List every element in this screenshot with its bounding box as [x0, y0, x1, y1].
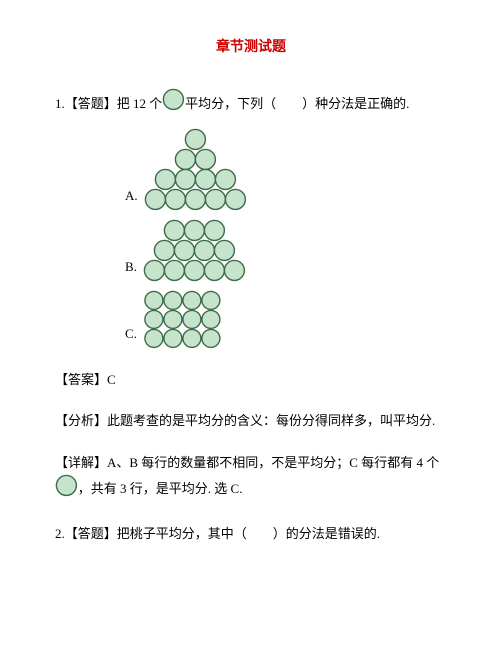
question-1: 1.【答题】把 12 个 平均分，下列（ ）种分法是正确的.	[55, 88, 447, 118]
option-c-row: C.	[125, 290, 447, 350]
option-c-figure	[143, 290, 222, 350]
page-title: 章节测试题	[55, 35, 447, 60]
analysis-line: 【分析】此题考查的是平均分的含义：每份分得同样多，叫平均分.	[55, 409, 447, 432]
q1-prefix: 1.【答题】把 12 个	[55, 92, 162, 115]
option-c-label: C.	[125, 322, 137, 349]
option-a-row: A.	[125, 128, 447, 211]
solve-part2: ，共有 3 行，是平均分. 选 C.	[78, 477, 243, 500]
q1-inline-circle	[162, 88, 185, 118]
question-2: 2.【答题】把桃子平均分，其中（ ）的分法是错误的.	[55, 522, 447, 545]
option-a-label: A.	[125, 184, 138, 211]
solve-inline-circle	[55, 474, 78, 504]
q1-suffix: 平均分，下列（ ）种分法是正确的.	[185, 92, 409, 115]
option-b-label: B.	[125, 255, 137, 282]
option-a-figure	[144, 128, 247, 211]
solve-part1: 【详解】A、B 每行的数量都不相同，不是平均分；C 每行都有 4 个	[55, 451, 439, 474]
option-b-row: B.	[125, 219, 447, 282]
solve-line: 【详解】A、B 每行的数量都不相同，不是平均分；C 每行都有 4 个 ，共有 3…	[55, 451, 447, 505]
option-b-figure	[143, 219, 246, 282]
answer-line: 【答案】C	[55, 368, 447, 391]
